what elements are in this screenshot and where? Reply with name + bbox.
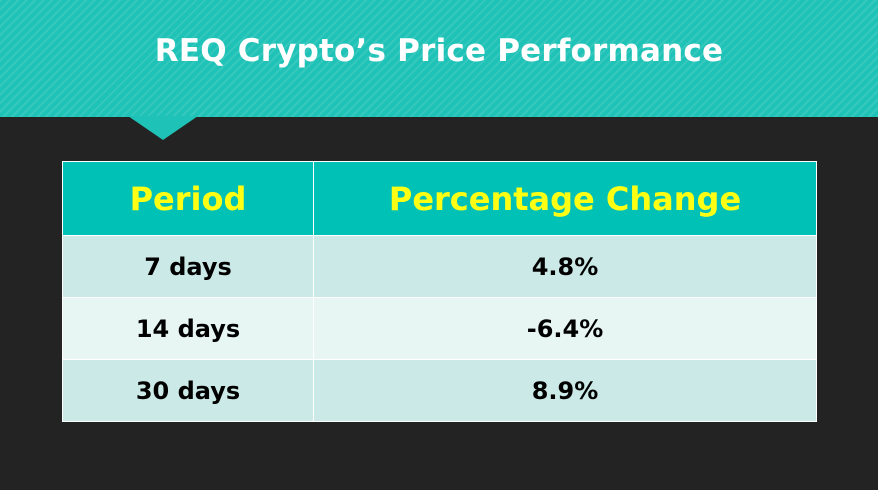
title-banner-pointer <box>128 116 198 140</box>
column-header-percentage-change: Percentage Change <box>313 161 817 236</box>
change-cell: -6.4% <box>313 297 817 360</box>
period-cell: 7 days <box>62 235 314 298</box>
table-row: 7 days 4.8% <box>62 235 817 298</box>
performance-table-grid: Period Percentage Change 7 days 4.8% 14 … <box>62 161 817 422</box>
column-header-period: Period <box>62 161 314 236</box>
change-cell: 8.9% <box>313 359 817 422</box>
page-title: REQ Crypto’s Price Performance <box>154 33 724 69</box>
period-cell: 14 days <box>62 297 314 360</box>
performance-table: Period Percentage Change 7 days 4.8% 14 … <box>62 161 817 422</box>
period-cell: 30 days <box>62 359 314 422</box>
table-row: 14 days -6.4% <box>62 297 817 360</box>
table-row: 30 days 8.9% <box>62 359 817 422</box>
change-cell: 4.8% <box>313 235 817 298</box>
table-header-row: Period Percentage Change <box>62 161 817 236</box>
title-banner: REQ Crypto’s Price Performance <box>0 0 878 117</box>
